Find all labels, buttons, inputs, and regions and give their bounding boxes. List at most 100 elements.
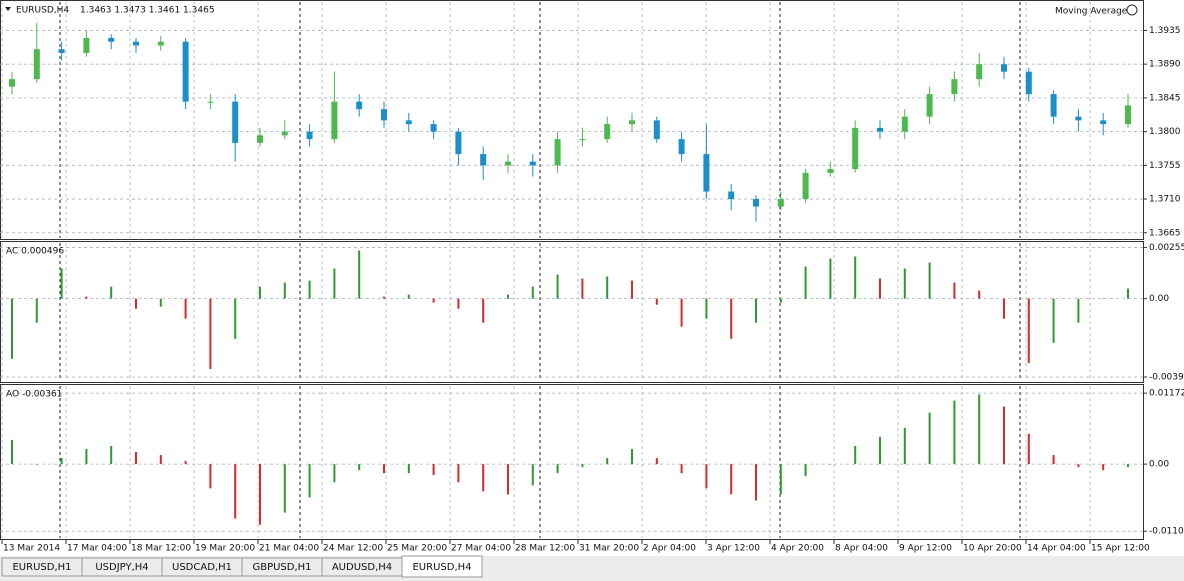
histogram-bar: [234, 464, 237, 519]
candle-body: [33, 49, 40, 80]
tab-label[interactable]: GBPUSD,H1: [252, 562, 311, 573]
histogram-bar: [234, 298, 237, 339]
candle-body: [157, 41, 164, 46]
candle-body: [703, 154, 710, 192]
histogram-bar: [779, 298, 782, 303]
histogram-bar: [631, 280, 633, 299]
dropdown-arrow[interactable]: [5, 7, 11, 11]
x-tick-label: 15 Apr 12:00: [1091, 544, 1150, 554]
histogram-bar: [135, 452, 137, 465]
quote: 1.3463 1.3473 1.3461 1.3465: [80, 6, 215, 16]
candle-body: [9, 79, 15, 87]
tab-label[interactable]: EURUSD,H1: [12, 562, 71, 573]
histogram-bar: [407, 294, 410, 299]
candle-body: [1100, 120, 1107, 125]
y-tick-label: -0.01108: [1149, 527, 1184, 537]
histogram-bar: [159, 298, 162, 307]
candle-body: [405, 120, 412, 125]
candle-body: [257, 135, 263, 143]
histogram-bar: [482, 298, 485, 323]
histogram-bar: [11, 298, 13, 359]
tab-label[interactable]: USDCAD,H1: [172, 562, 232, 573]
histogram-bar: [60, 268, 63, 299]
tab-label[interactable]: AUDUSD,H4: [332, 562, 392, 573]
x-tick-label: 13 Mar 2014: [3, 544, 60, 554]
histogram-bar: [259, 286, 261, 299]
y-tick-label: 0.00: [1149, 460, 1169, 470]
tab[interactable]: [401, 555, 483, 578]
candle-body: [207, 101, 214, 103]
y-tick-label: 1.3665: [1149, 228, 1181, 238]
candle-body: [83, 37, 90, 53]
candle-body: [232, 101, 239, 143]
histogram-bar: [507, 464, 509, 495]
tab-label[interactable]: EURUSD,H4: [412, 562, 471, 573]
x-tick-label: 25 Mar 20:00: [387, 544, 447, 554]
histogram-bar: [1027, 298, 1030, 363]
candle-body: [852, 127, 859, 170]
histogram-bar: [482, 464, 485, 492]
histogram-bar: [432, 464, 435, 476]
histogram-bar: [953, 400, 956, 465]
histogram-bar: [879, 436, 881, 465]
histogram-bar: [184, 461, 187, 465]
histogram-bar: [259, 464, 261, 525]
x-tick-label: 2 Apr 04:00: [643, 544, 696, 554]
histogram-bar: [804, 464, 807, 477]
histogram-bar: [581, 278, 584, 299]
histogram-bar: [85, 296, 88, 299]
candle-body: [877, 127, 883, 132]
x-tick-label: 18 Mar 12:00: [131, 544, 191, 554]
histogram-bar: [333, 268, 336, 299]
histogram-bar: [755, 464, 757, 501]
histogram-bar: [928, 262, 931, 299]
candle-body: [356, 101, 363, 110]
indicator-name: Moving Average: [1055, 7, 1128, 17]
histogram-bar: [457, 298, 460, 309]
x-tick-label: 21 Mar 04:00: [259, 544, 319, 554]
candle-body: [281, 131, 288, 136]
candle-body: [108, 37, 115, 42]
histogram-bar: [1127, 288, 1129, 299]
histogram-bar: [556, 464, 559, 474]
histogram-bar: [730, 298, 733, 339]
histogram-bar: [209, 298, 212, 369]
histogram-bar: [1127, 464, 1129, 468]
x-tick-label: 14 Apr 04:00: [1027, 544, 1086, 554]
histogram-bar: [903, 268, 906, 299]
x-tick-label: 24 Mar 12:00: [323, 544, 383, 554]
histogram-bar: [531, 464, 534, 486]
histogram-bar: [507, 294, 509, 299]
x-tick-label: 27 Mar 04:00: [451, 544, 511, 554]
y-tick-label: -0.00390: [1149, 372, 1184, 382]
y-tick-label: 1.3710: [1149, 195, 1181, 205]
histogram-bar: [655, 458, 658, 465]
x-tick-label: 31 Mar 20:00: [579, 544, 639, 554]
histogram-bar: [581, 464, 584, 468]
x-tick-label: 17 Mar 04:00: [67, 544, 127, 554]
histogram-bar: [1003, 298, 1005, 319]
histogram-bar: [209, 464, 212, 489]
tab-label[interactable]: USDJPY,H4: [95, 562, 148, 573]
histogram-bar: [1027, 433, 1030, 465]
candle-body: [306, 131, 313, 140]
histogram-bar: [829, 464, 832, 465]
histogram-bar: [804, 266, 807, 299]
histogram-bar: [1077, 298, 1080, 323]
histogram-bar: [358, 250, 361, 299]
indicator-title: AO -0.00361: [6, 390, 62, 400]
histogram-bar: [879, 278, 881, 299]
histogram-bar: [1077, 464, 1080, 468]
indicator-icon[interactable]: [1126, 4, 1138, 16]
histogram-bar: [407, 464, 410, 474]
x-tick-label: 10 Apr 20:00: [963, 544, 1022, 554]
histogram-bar: [11, 439, 13, 465]
candle-body: [455, 131, 462, 155]
histogram-bar: [705, 464, 708, 489]
candle-body: [430, 124, 437, 132]
histogram-bar: [85, 448, 88, 465]
candle-body: [777, 199, 784, 207]
histogram-bar: [383, 296, 385, 299]
candle-body: [604, 124, 611, 140]
